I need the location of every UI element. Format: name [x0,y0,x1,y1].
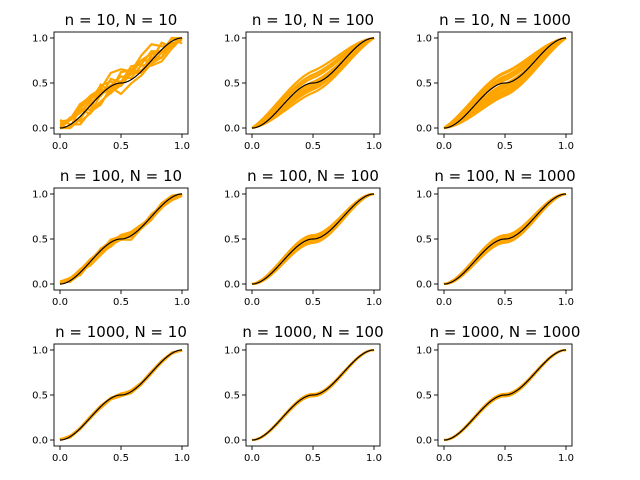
x-tick-label: 1.0 [174,141,190,152]
y-tick-label: 0.5 [32,235,48,246]
reference-curve [443,37,567,129]
y-tick-label: 1.0 [224,190,240,201]
x-tick-label: 1.0 [366,297,382,308]
y-tick-label: 1.0 [32,190,48,201]
x-tick-label: 0.5 [113,297,129,308]
x-tick-label: 0.0 [244,297,260,308]
x-tick-label: 0.5 [305,453,321,464]
x-tick-label: 0.0 [244,141,260,152]
x-tick-label: 0.5 [497,141,513,152]
sample-curve [59,195,183,285]
subplot-title: n = 1000, N = 1000 [430,323,581,341]
x-tick-label: 0.5 [305,297,321,308]
y-tick-label: 0.5 [224,391,240,402]
x-tick-label: 1.0 [366,453,382,464]
x-tick-label: 1.0 [558,453,574,464]
subplot-title: n = 100, N = 100 [247,167,379,185]
y-tick-label: 1.0 [416,190,432,201]
y-tick-label: 0.0 [416,124,432,135]
y-tick-label: 1.0 [416,346,432,357]
sample-curve [251,37,375,130]
reference-curve [59,349,183,441]
x-tick-label: 0.0 [436,297,452,308]
x-tick-label: 0.0 [436,453,452,464]
subplot-3: n = 10, N = 1000 0.0 0.5 1.0 0.0 0.5 1.0 [416,11,574,152]
x-tick-label: 0.0 [244,453,260,464]
subplot-5: n = 100, N = 100 0.0 0.5 1.0 0.0 0.5 1.0 [224,167,382,308]
reference-curve [59,193,183,285]
x-tick-label: 0.5 [497,297,513,308]
subplot-9: n = 1000, N = 1000 0.0 0.5 1.0 0.0 0.5 1.0 [416,323,580,464]
subplot-title: n = 10, N = 100 [252,11,374,29]
y-tick-label: 0.5 [416,391,432,402]
sample-curve [59,37,183,126]
y-tick-label: 0.5 [32,391,48,402]
subplot-8: n = 1000, N = 100 0.0 0.5 1.0 0.0 0.5 1.0 [224,323,384,464]
reference-curve [251,193,375,285]
y-tick-label: 0.0 [416,436,432,447]
sample-curve [251,36,375,129]
y-tick-label: 0.0 [32,280,48,291]
subplot-title: n = 10, N = 1000 [439,11,571,29]
y-tick-label: 0.5 [224,79,240,90]
y-tick-label: 0.0 [224,436,240,447]
subplot-7: n = 1000, N = 10 0.0 0.5 1.0 0.0 0.5 1.0 [32,323,190,464]
y-tick-label: 1.0 [416,34,432,45]
y-tick-label: 0.5 [224,235,240,246]
subplot-title: n = 100, N = 1000 [434,167,575,185]
y-tick-label: 1.0 [224,346,240,357]
sample-curve [443,36,567,129]
subplot-6: n = 100, N = 1000 0.0 0.5 1.0 0.0 0.5 1.0 [416,167,576,308]
x-tick-label: 0.5 [113,141,129,152]
y-tick-label: 0.0 [416,280,432,291]
reference-curve [443,193,567,285]
sample-curve [251,36,375,129]
y-tick-label: 0.5 [32,79,48,90]
x-tick-label: 0.0 [436,141,452,152]
sample-curve [59,37,183,130]
x-tick-label: 1.0 [558,297,574,308]
x-tick-label: 1.0 [366,141,382,152]
y-tick-label: 0.0 [224,124,240,135]
sample-curve [60,37,183,130]
x-tick-label: 1.0 [174,297,190,308]
x-tick-label: 0.0 [52,141,68,152]
sample-curve [443,36,567,130]
y-tick-label: 1.0 [32,34,48,45]
subplot-1: n = 10, N = 10 0.0 0.5 1.0 0.0 0.5 1.0 [32,11,190,152]
y-tick-label: 0.5 [416,235,432,246]
subplot-title: n = 1000, N = 10 [55,323,187,341]
x-tick-label: 1.0 [558,141,574,152]
y-tick-label: 1.0 [32,346,48,357]
reference-curve [251,37,375,129]
x-tick-label: 1.0 [174,453,190,464]
y-tick-label: 1.0 [224,34,240,45]
y-tick-label: 0.0 [224,280,240,291]
x-tick-label: 0.5 [113,453,129,464]
sample-curve [251,193,375,285]
sample-curve [443,193,567,285]
subplot-title: n = 100, N = 10 [60,167,182,185]
reference-curve [59,37,183,129]
y-tick-label: 0.0 [32,124,48,135]
reference-curve [251,349,375,441]
y-tick-label: 0.0 [32,436,48,447]
x-tick-label: 0.0 [52,297,68,308]
x-tick-label: 0.0 [52,453,68,464]
subplot-title: n = 10, N = 10 [65,11,178,29]
subplot-2: n = 10, N = 100 0.0 0.5 1.0 0.0 0.5 1.0 [224,11,382,152]
subplot-4: n = 100, N = 10 0.0 0.5 1.0 0.0 0.5 1.0 [32,167,190,308]
reference-curve [443,349,567,441]
y-tick-label: 0.5 [416,79,432,90]
x-tick-label: 0.5 [497,453,513,464]
subplot-title: n = 1000, N = 100 [242,323,383,341]
sample-curve [443,193,567,285]
x-tick-label: 0.5 [305,141,321,152]
